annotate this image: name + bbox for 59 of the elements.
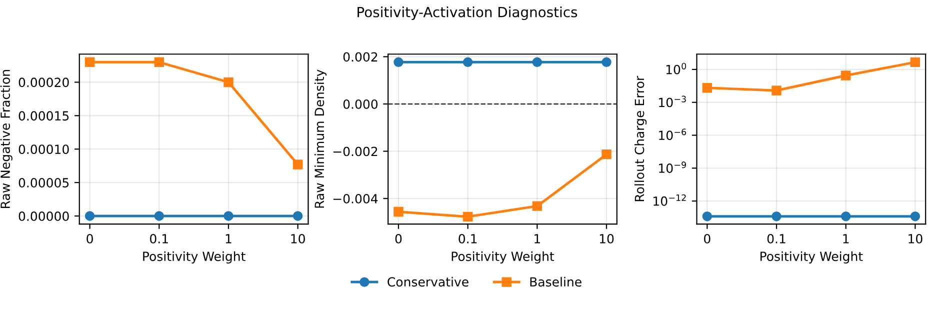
point: [602, 57, 612, 68]
y-tick-label: 0.00000: [18, 211, 69, 221]
x-tick-label: 0: [395, 234, 402, 244]
y-tick-label: 10$^{−12}$: [654, 194, 686, 206]
y-tick-label: 0.000: [343, 99, 378, 109]
point: [292, 211, 303, 221]
chart-title: Positivity-Activation Diagnostics: [358, 6, 578, 20]
point: [462, 212, 473, 222]
y-tick-label: 0.00015: [18, 111, 69, 121]
point: [910, 57, 920, 68]
y-tick-label: 10$^{−9}$: [659, 162, 686, 173]
y-tick-label: 10$^{0}$: [666, 62, 686, 74]
point: [462, 57, 473, 68]
x-axis-title: Positivity Weight: [143, 251, 246, 264]
x-tick-label: 1: [843, 234, 849, 244]
point: [840, 212, 851, 222]
x-tick-label: 10: [908, 234, 922, 244]
point: [394, 206, 404, 217]
y-tick-label: 10$^{−3}$: [659, 96, 686, 108]
point: [532, 201, 542, 211]
x-tick-label: 0.1: [150, 234, 168, 244]
point: [154, 211, 164, 221]
point: [84, 211, 95, 221]
x-tick-label: 10: [600, 234, 614, 244]
point: [224, 77, 234, 88]
y-tick-label: 0.00010: [18, 144, 69, 154]
y-tick-label: −0.002: [333, 146, 378, 156]
y-tick-label: 0.00005: [18, 178, 69, 188]
y-axis-title: Rollout Charge Error: [634, 76, 647, 202]
point: [292, 160, 303, 170]
point: [602, 149, 612, 160]
x-tick-label: 10: [291, 234, 305, 244]
legend-label: Conservative: [388, 276, 468, 287]
x-tick-label: 1: [226, 234, 232, 244]
x-tick-label: 1: [534, 234, 540, 244]
point: [772, 212, 782, 222]
legend-label: Baseline: [530, 276, 582, 287]
y-axis-title: Raw Minimum Density: [314, 70, 327, 208]
x-axis-title: Positivity Weight: [452, 251, 554, 264]
y-tick-label: 0.002: [343, 52, 378, 62]
point: [772, 86, 782, 96]
y-axis-title: Raw Negative Fraction: [0, 70, 12, 208]
y-tick-label: 0.00020: [18, 78, 69, 88]
y-tick-label: 10$^{−6}$: [659, 128, 686, 140]
x-tick-label: 0: [704, 234, 710, 244]
point: [840, 70, 851, 80]
point: [84, 57, 95, 68]
x-axis-title: Positivity Weight: [760, 251, 863, 264]
point: [702, 82, 712, 93]
point: [702, 212, 712, 222]
x-tick-label: 0: [86, 234, 93, 244]
x-tick-label: 0.1: [458, 234, 477, 244]
point: [224, 211, 234, 221]
x-tick-label: 0.1: [767, 234, 786, 244]
point: [532, 57, 542, 68]
y-tick-label: −0.004: [333, 194, 378, 204]
point: [394, 57, 404, 68]
point: [910, 212, 920, 222]
point: [154, 57, 164, 68]
